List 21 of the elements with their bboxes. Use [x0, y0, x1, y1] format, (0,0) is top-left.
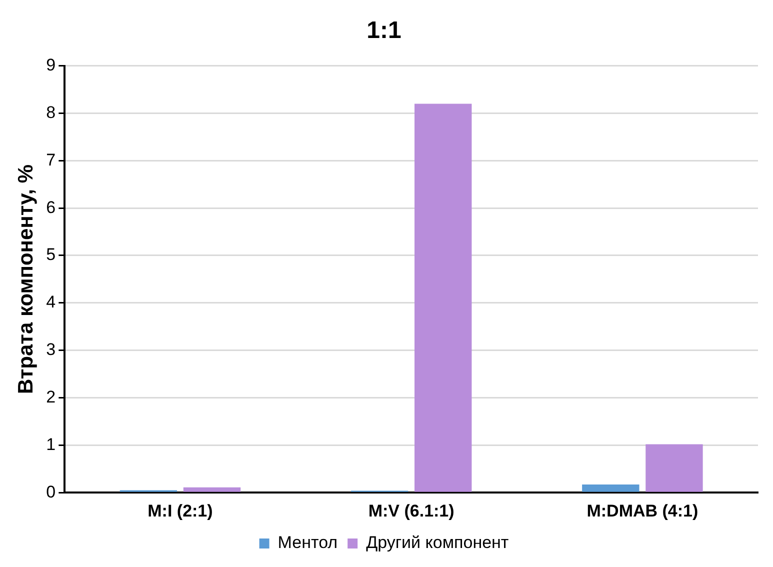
chart-title: 1:1 [366, 17, 402, 44]
y-tick-label: 9 [46, 55, 56, 74]
bar [646, 444, 703, 492]
bar [414, 104, 472, 492]
y-tick-label: 2 [46, 387, 56, 406]
x-tick-label: M:V (6.1:1) [368, 501, 454, 520]
x-tick-label: M:DMAB (4:1) [586, 501, 698, 520]
y-tick-label: 6 [46, 198, 56, 217]
bar [582, 484, 640, 492]
y-tick-label: 0 [46, 482, 56, 502]
y-tick-label: 8 [46, 102, 56, 122]
y-tick-label: 1 [46, 434, 56, 454]
x-tick-label: M:I (2:1) [148, 501, 213, 520]
legend-label: Ментол [278, 533, 338, 552]
y-tick-label: 4 [46, 292, 56, 312]
bar [183, 487, 241, 492]
legend-label: Другий компонент [366, 533, 509, 552]
y-tick-label: 5 [46, 245, 56, 264]
y-axis-title: Втрата компоненту, % [14, 164, 38, 394]
y-tick-label: 3 [46, 340, 56, 360]
y-tick-label: 7 [46, 150, 56, 170]
